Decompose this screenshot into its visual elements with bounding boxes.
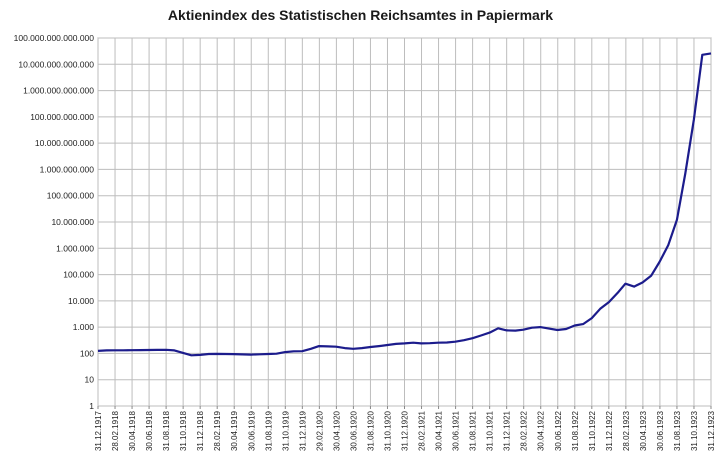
y-tick-label: 10 xyxy=(85,375,95,385)
x-tick-label: 30.04.1918 xyxy=(128,410,137,451)
x-tick-label: 28.02.1919 xyxy=(213,410,222,451)
x-tick-label: 28.02.1918 xyxy=(111,410,120,451)
x-tick-label: 31.08.1919 xyxy=(264,410,273,451)
x-tick-label: 31.08.1923 xyxy=(673,410,682,451)
x-tick-label: 31.10.1923 xyxy=(690,410,699,451)
x-tick-label: 30.06.1923 xyxy=(656,410,665,451)
x-tick-label: 30.06.1918 xyxy=(145,410,154,451)
y-tick-label: 1.000.000.000 xyxy=(40,164,95,174)
y-tick-label: 10.000.000.000 xyxy=(35,138,94,148)
x-tick-label: 31.12.1923 xyxy=(707,410,716,451)
x-tick-label: 31.12.1921 xyxy=(503,410,512,451)
chart-title: Aktienindex des Statistischen Reichsamte… xyxy=(167,7,554,23)
x-tick-label: 31.10.1919 xyxy=(281,410,290,451)
x-tick-label: 31.08.1920 xyxy=(366,410,375,451)
series-layer xyxy=(97,52,712,357)
x-tick-label: 30.04.1923 xyxy=(639,410,648,451)
x-tick-label: 30.04.1919 xyxy=(230,410,239,451)
x-tick-label: 30.06.1920 xyxy=(349,410,358,451)
x-tick-label: 31.08.1921 xyxy=(469,410,478,451)
y-axis-ticks: 1 10 100 1.000 10.000 100.000 1.000.000 10.000.… xyxy=(14,33,95,411)
x-tick-label: 28.02.1921 xyxy=(418,410,427,451)
series-line xyxy=(97,52,712,357)
x-tick-label: 31.10.1921 xyxy=(486,410,495,451)
x-tick-label: 30.06.1919 xyxy=(247,410,256,451)
x-tick-label: 31.12.1922 xyxy=(605,410,614,451)
x-tick-label: 31.12.1917 xyxy=(94,410,103,451)
y-tick-label: 1.000.000.000.000 xyxy=(23,86,94,96)
y-tick-label: 100.000.000 xyxy=(47,191,95,201)
x-tick-label: 31.12.1920 xyxy=(401,410,410,451)
x-tick-label: 31.08.1922 xyxy=(571,410,580,451)
y-tick-label: 10.000 xyxy=(68,296,94,306)
y-tick-label: 1.000.000 xyxy=(56,243,94,253)
x-tick-label: 31.10.1922 xyxy=(588,410,597,451)
gridlines xyxy=(97,37,712,409)
x-axis-ticks: 31.12.1917 28.02.1918 30.04.1918 30.06.1918… xyxy=(94,410,716,451)
x-tick-label: 28.02.1922 xyxy=(520,410,529,451)
y-tick-label: 100 xyxy=(80,348,94,358)
y-tick-label: 100.000.000.000.000 xyxy=(14,33,95,43)
y-tick-label: 1.000 xyxy=(73,322,95,332)
x-tick-label: 30.06.1922 xyxy=(554,410,563,451)
x-tick-label: 31.12.1918 xyxy=(196,410,205,451)
y-tick-label: 1 xyxy=(89,401,94,411)
x-tick-label: 30.04.1922 xyxy=(537,410,546,451)
x-tick-label: 29.02.1920 xyxy=(315,410,324,451)
y-tick-label: 100.000 xyxy=(63,270,94,280)
y-tick-label: 10.000.000 xyxy=(51,217,94,227)
x-tick-label: 31.10.1918 xyxy=(179,410,188,451)
x-tick-label: 30.06.1921 xyxy=(452,410,461,451)
x-tick-label: 28.02.1923 xyxy=(622,410,631,451)
y-tick-label: 100.000.000.000 xyxy=(30,112,94,122)
x-tick-label: 31.12.1919 xyxy=(298,410,307,451)
x-tick-label: 31.08.1918 xyxy=(162,410,171,451)
y-tick-label: 10.000.000.000.000 xyxy=(18,59,94,69)
x-tick-label: 30.04.1920 xyxy=(332,410,341,451)
x-tick-label: 31.10.1920 xyxy=(383,410,392,451)
x-tick-label: 30.04.1921 xyxy=(435,410,444,451)
